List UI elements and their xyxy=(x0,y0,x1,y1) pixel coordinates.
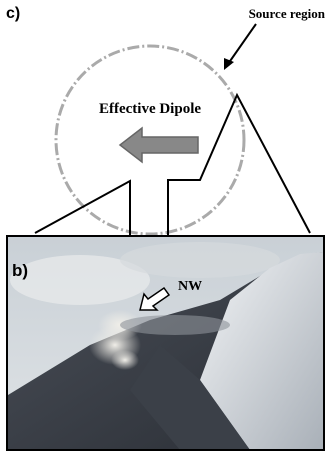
pointer-line xyxy=(228,24,256,64)
figure: c) Source region Effective Dipole b) NW xyxy=(0,0,331,451)
dipole-arrow xyxy=(120,128,198,162)
panel-label: b) xyxy=(12,261,28,280)
panel-c: c) Source region Effective Dipole xyxy=(6,5,326,235)
pointer-head xyxy=(224,58,234,70)
direction-label: NW xyxy=(178,279,202,294)
panel-b: b) NW xyxy=(7,236,324,450)
panel-label: c) xyxy=(6,5,20,22)
photo xyxy=(8,237,323,450)
source-label: Source region xyxy=(249,6,326,21)
dipole-label: Effective Dipole xyxy=(99,101,201,117)
